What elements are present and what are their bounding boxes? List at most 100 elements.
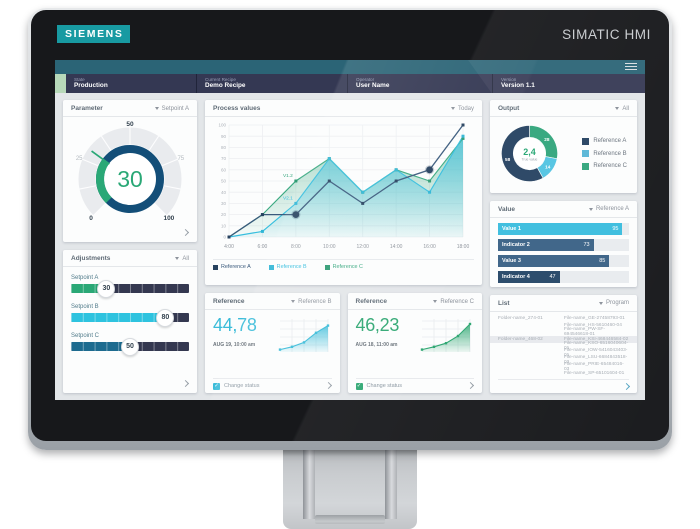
slider-track[interactable]: 50 [71, 337, 189, 356]
svg-text:18:00: 18:00 [457, 244, 470, 250]
reference-c-dropdown[interactable]: Reference C [433, 299, 474, 305]
svg-text:80: 80 [221, 145, 227, 150]
dashboard: Parameter Setpoint A 30 0 25 50 75 100 Adjust… [55, 93, 645, 400]
svg-text:True value: True value [522, 158, 538, 162]
svg-text:10:00: 10:00 [323, 244, 336, 250]
svg-text:20: 20 [221, 212, 227, 217]
svg-text:8:00: 8:00 [291, 244, 301, 250]
list-item[interactable]: File-name_PW-SF-694546618-01 [564, 327, 605, 338]
spark-area-chart [420, 319, 472, 352]
list-item[interactable]: Folder-name_468-02 File-name_KSI-46844658… [490, 335, 637, 343]
indicator-bar: Indicator 2 73 [498, 238, 629, 251]
chevron-down-icon [291, 300, 296, 303]
svg-text:60: 60 [221, 167, 227, 172]
card-title: Output [498, 105, 520, 112]
expand-chevron[interactable] [324, 381, 332, 390]
change-status-checkbox[interactable]: ✓ [355, 382, 363, 390]
chevron-down-icon [433, 300, 438, 303]
chevron-down-icon [154, 107, 159, 110]
checkbox-label: Change status [366, 383, 402, 389]
output-dropdown[interactable]: All [615, 106, 629, 112]
svg-text:30: 30 [221, 201, 227, 206]
spark-area-chart [278, 319, 329, 352]
gauge-chart: 30 0 25 50 75 100 [76, 121, 185, 222]
chevron-down-icon [450, 107, 455, 110]
legend-item: Reference A [213, 264, 251, 270]
reference-timestamp: AUG 18, 11:00 am [355, 342, 398, 348]
file-list: Folder-name_274-01 File-name_GE-27458793-… [490, 312, 637, 377]
reference-card-b: Reference Reference B 44,78 AUG 19, 10:0… [205, 293, 340, 393]
reference-value: 44,78 [213, 315, 257, 335]
svg-text:V2.1: V2.1 [283, 195, 293, 201]
process-values-card: Process values Today 0 10 20 30 40 50 60 70 80 90… [205, 100, 482, 285]
indicator-bar: Indicator 4 47 [498, 270, 629, 283]
slider-setpoint-a: Setpoint A 30 [71, 275, 189, 298]
menu-icon[interactable] [625, 63, 637, 71]
dropdown-label: Today [457, 105, 474, 112]
slider-track[interactable]: 80 [71, 308, 189, 327]
list-item[interactable]: Folder-name_274-01 File-name_GE-27458793-… [498, 315, 625, 321]
svg-text:40: 40 [221, 190, 227, 195]
screen: State Production Current Recipe Demo Recipe… [55, 60, 645, 400]
slider-handle[interactable]: 80 [156, 308, 175, 327]
svg-text:14:00: 14:00 [390, 244, 403, 250]
legend-item: Reference A [582, 137, 627, 145]
siemens-logo: SIEMENS [57, 25, 131, 43]
card-title: Process values [213, 105, 261, 112]
card-title: Adjustments [71, 255, 111, 262]
parameter-dropdown[interactable]: Setpoint A [154, 106, 189, 112]
slider-handle[interactable]: 50 [121, 337, 139, 356]
indicator-bar: Value 3 85 [498, 254, 629, 267]
product-name: SIMATIC HMI [562, 26, 651, 42]
list-item[interactable]: File-name_PRIE-65484016-03 [564, 361, 624, 372]
svg-text:2,4: 2,4 [523, 147, 535, 157]
expand-chevron[interactable] [622, 382, 631, 391]
bezel: SIEMENS SIMATIC HMI State Production Curre… [31, 10, 669, 441]
legend-item: Reference B [582, 150, 627, 158]
list-item[interactable]: File-name_SP-65101604-01 [564, 371, 625, 377]
dropdown-label: Reference B [298, 298, 332, 305]
dropdown-label: Program [605, 300, 629, 307]
svg-text:58: 58 [505, 157, 511, 162]
slider-track[interactable]: 30 [71, 279, 189, 298]
reference-timestamp: AUG 19, 10:00 am [213, 342, 256, 348]
change-status-checkbox[interactable]: ✓ [213, 382, 220, 390]
list-dropdown[interactable]: Program [598, 300, 629, 307]
svg-text:12:00: 12:00 [356, 244, 369, 250]
reference-value: 46,23 [355, 315, 400, 335]
chevron-down-icon [588, 207, 593, 211]
reference-b-dropdown[interactable]: Reference B [291, 298, 332, 305]
hmi-device: SIEMENS SIMATIC HMI State Production Curre… [28, 8, 672, 450]
status-item-operator: Operator User Name [347, 74, 492, 93]
value-dropdown[interactable]: Reference A [588, 206, 629, 213]
dropdown-label: Reference A [595, 206, 629, 213]
adjustments-dropdown[interactable]: All [175, 256, 189, 262]
svg-text:100: 100 [218, 123, 226, 128]
dropdown-label: All [622, 105, 629, 112]
svg-text:30: 30 [117, 166, 143, 192]
dropdown-label: Reference C [440, 298, 474, 305]
value-card: Value Reference A Value 1 95 Indicator 2 73… [490, 200, 637, 287]
monitor-stand [283, 444, 417, 529]
slider-handle[interactable]: 30 [97, 279, 116, 298]
legend-item: Reference C [324, 264, 363, 270]
svg-text:0: 0 [223, 235, 226, 240]
list-item[interactable]: File-name_LSU-6684843518-02 [564, 354, 628, 365]
reference-card-c: Reference Reference C 46,23 AUG 18, 11:0… [347, 293, 482, 393]
card-title: Reference [213, 298, 245, 305]
list-item[interactable]: File-name_IOW-5416043403-01 [564, 347, 628, 358]
slider-setpoint-c: Setpoint C 50 [71, 333, 189, 356]
process-dropdown[interactable]: Today [450, 105, 474, 112]
list-item[interactable]: File-name_KSO-6516040604-01 [564, 341, 628, 351]
slider-setpoint-b: Setpoint B 80 [71, 304, 189, 327]
status-items: State Production Current Recipe Demo Recipe… [66, 74, 645, 93]
stand-groove-right [385, 444, 397, 519]
expand-chevron[interactable] [466, 381, 475, 390]
dropdown-label: All [182, 255, 189, 262]
stand-notch [315, 515, 385, 524]
list-item[interactable]: File-name_HS-5610460-04 [564, 322, 622, 328]
parameter-card: Parameter Setpoint A 30 0 25 50 75 100 [63, 100, 197, 242]
expand-chevron[interactable] [181, 379, 190, 388]
status-indicator [55, 74, 66, 93]
